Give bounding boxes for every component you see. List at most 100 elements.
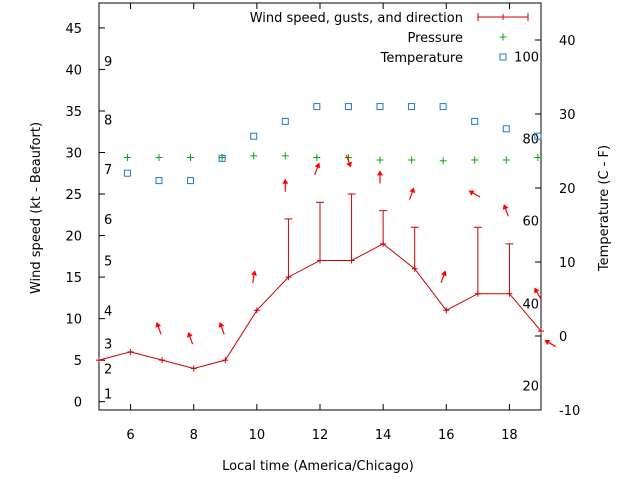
x-tick-label: 14 (375, 428, 392, 443)
wind-direction-arrow (534, 287, 542, 300)
wind-speed-point (127, 348, 134, 355)
beaufort-label: 7 (104, 163, 112, 178)
pressure-point (187, 153, 195, 161)
x-tick-label: 16 (438, 428, 455, 443)
y-tick-label: 35 (65, 105, 82, 120)
beaufort-label: 4 (104, 304, 112, 319)
temperature-point (155, 177, 163, 185)
wind-direction-arrow (440, 270, 447, 283)
pressure-point (376, 156, 384, 164)
x-tick-label: 18 (501, 428, 518, 443)
pressure-point (502, 156, 510, 164)
wind-speed-point (285, 274, 292, 281)
beaufort-label: 1 (104, 387, 112, 402)
fahrenheit-label: 40 (522, 297, 539, 312)
y-tick-label: 25 (65, 188, 82, 203)
y-tick-label: 30 (65, 147, 82, 162)
fahrenheit-label: 100 (514, 50, 539, 65)
legend-label: Wind speed, gusts, and direction (250, 11, 463, 26)
pressure-point (250, 152, 258, 160)
wind-speed-point (538, 328, 544, 335)
wind-direction-arrow (314, 162, 321, 175)
wind-direction-arrow (282, 178, 289, 192)
wind-speed-point (317, 257, 323, 264)
temperature-point (281, 117, 289, 125)
fahrenheit-label: 80 (522, 132, 539, 147)
legend-label: Temperature (380, 51, 463, 66)
wind-direction-arrow (408, 187, 416, 200)
legend-label: Pressure (407, 31, 463, 46)
wind-direction-arrow (218, 322, 225, 335)
wind-speed-point (411, 265, 418, 272)
ticks: 6 8 10 12 14 16 18051015202530354045-100102030… (65, 3, 580, 443)
x-axis-title: Local time (America/Chicago) (222, 459, 414, 474)
pressure-point (313, 153, 321, 161)
pressure-point (439, 157, 447, 165)
y-axis-title: Wind speed (kt - Beaufort) (29, 122, 44, 294)
wind-speed-point (190, 365, 197, 372)
x-tick-label: 10 (249, 428, 266, 443)
legend-item: Pressure (407, 31, 507, 46)
temperature-point (187, 177, 195, 185)
wind-direction-arrow (502, 204, 509, 217)
y-tick-label: 10 (65, 313, 82, 328)
legend: Wind speed, gusts, and direction Pressure… (250, 11, 529, 66)
pressure-point (471, 156, 479, 164)
y-tick-label: 0 (74, 396, 82, 411)
y2-tick-label: 40 (559, 34, 576, 49)
wind-speed-point (253, 307, 260, 314)
temperature-point (471, 117, 479, 125)
y-tick-label: 15 (65, 271, 82, 286)
pressure-point (123, 153, 131, 161)
beaufort-label: 8 (104, 113, 112, 128)
temperature-point (408, 103, 416, 111)
y-tick-label: 5 (74, 354, 82, 369)
wind-speed-point (159, 357, 166, 364)
wind-direction-arrow (155, 322, 162, 335)
y2-tick-label: 30 (559, 108, 576, 123)
wind-speed-point (443, 307, 450, 314)
wind-speed-point (348, 257, 355, 264)
fahrenheit-label: 20 (522, 380, 539, 395)
legend-swatch (499, 53, 507, 61)
y-tick-label: 20 (65, 230, 82, 245)
y2-tick-label: 0 (559, 330, 567, 345)
legend-item: Temperature (380, 51, 507, 66)
wind-speed-point (96, 357, 102, 364)
temperature-point (502, 125, 510, 133)
temperature-point (534, 132, 542, 140)
fahrenheit-label: 60 (522, 215, 539, 230)
x-tick-label: 6 (126, 428, 134, 443)
temperature-point (218, 154, 226, 162)
wind-direction-arrow (468, 190, 481, 198)
y-tick-label: 40 (65, 63, 82, 78)
wind-speed-point (506, 290, 513, 297)
pressure-point (281, 152, 289, 160)
wind-direction-arrow (187, 331, 194, 345)
plot-area (96, 103, 556, 372)
temperature-point (250, 132, 258, 140)
fahrenheit-scale: 20 40 60 80 100 (514, 50, 539, 394)
wind-direction-arrow (251, 270, 258, 284)
beaufort-label: 5 (104, 254, 112, 269)
wind-direction-arrow (544, 339, 556, 348)
pressure-point (155, 153, 163, 161)
y2-tick-label: 20 (559, 182, 576, 197)
x-tick-label: 8 (190, 428, 198, 443)
beaufort-label: 2 (104, 362, 112, 377)
y2-axis-title: Temperature (C - F) (597, 145, 612, 272)
wind-speed-point (222, 357, 229, 364)
temperature-point (376, 103, 384, 111)
y-tick-label: 45 (65, 22, 82, 37)
wind-direction-arrow (345, 154, 352, 168)
temperature-point (344, 103, 352, 111)
beaufort-label: 9 (104, 55, 112, 70)
beaufort-scale: 1 2 3 4 5 6 7 8 9 (104, 55, 112, 402)
temperature-point (439, 103, 447, 111)
y2-tick-label: -10 (559, 404, 580, 419)
wind-direction-arrow (376, 170, 383, 184)
temperature-point (123, 169, 131, 177)
pressure-point (408, 156, 416, 164)
wind-speed-point (380, 240, 387, 247)
